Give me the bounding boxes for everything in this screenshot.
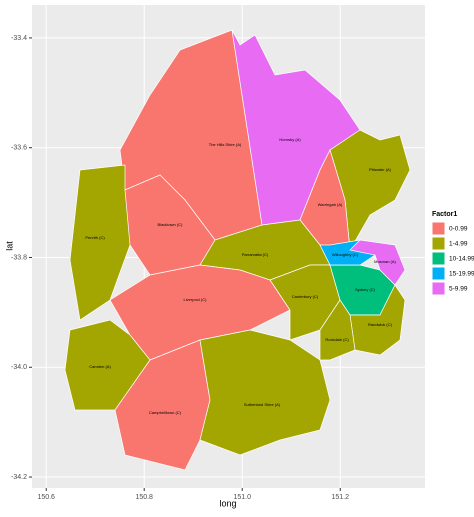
regions	[64, 29, 411, 471]
region	[199, 329, 331, 456]
x-tick-label: 150.6	[37, 494, 55, 501]
region	[319, 299, 356, 361]
legend-label: 5-9.99	[449, 286, 468, 293]
legend-label: 10-14.99	[449, 256, 474, 263]
x-tick-label: 150.8	[135, 494, 153, 501]
y-axis-title: lat	[4, 241, 14, 251]
y-tick-label: -34.2	[11, 474, 27, 481]
region-label: Penrith (C)	[85, 235, 105, 240]
legend-key	[431, 266, 446, 281]
region-label: The Hills Shire (A)	[209, 142, 242, 147]
region-label: Pittwater (A)	[369, 167, 392, 172]
region-label: Randwick (C)	[368, 322, 393, 327]
x-tick-label: 151.2	[331, 494, 349, 501]
region-label: Rockdale (C)	[325, 337, 349, 342]
region-label: Mosman (A)	[374, 259, 396, 264]
region-label: Liverpool (C)	[184, 297, 208, 302]
region-labels: The Hills Shire (A) Hornsby (A) Pittwate…	[85, 137, 396, 415]
legend-label: 0-0.99	[449, 226, 468, 233]
region-label: Campbelltown (C)	[149, 410, 182, 415]
legend-title: Factor1	[432, 211, 457, 218]
y-tick-label: -33.6	[11, 145, 27, 152]
region-label: Hornsby (A)	[279, 137, 301, 142]
legend: Factor1 0-0.99 1-4.99 10-14.99 15-19.99 5-9.…	[431, 211, 474, 296]
legend-key	[431, 236, 446, 251]
legend-key	[431, 281, 446, 296]
region-label: Warringah (A)	[318, 202, 343, 207]
region-label: Sydney (C)	[355, 287, 376, 292]
region	[349, 239, 406, 286]
region-label: Sutherland Shire (A)	[244, 402, 281, 407]
region-label: Parramatta (C)	[242, 252, 269, 257]
y-tick-label: -33.4	[11, 35, 27, 42]
region-label: Camden (A)	[89, 364, 111, 369]
x-tick-label: 151.0	[233, 494, 251, 501]
region-label: Canterbury (C)	[292, 294, 319, 299]
region-label: Willoughby (C)	[332, 252, 359, 257]
y-tick-label: -33.8	[11, 254, 27, 261]
region-label: Blacktown (C)	[158, 222, 184, 227]
y-tick-label: -34.0	[11, 364, 27, 371]
legend-label: 1-4.99	[449, 241, 468, 248]
legend-key	[431, 221, 446, 236]
x-axis-title: long	[219, 498, 236, 508]
legend-label: 15-19.99	[449, 271, 474, 278]
legend-key	[431, 251, 446, 266]
